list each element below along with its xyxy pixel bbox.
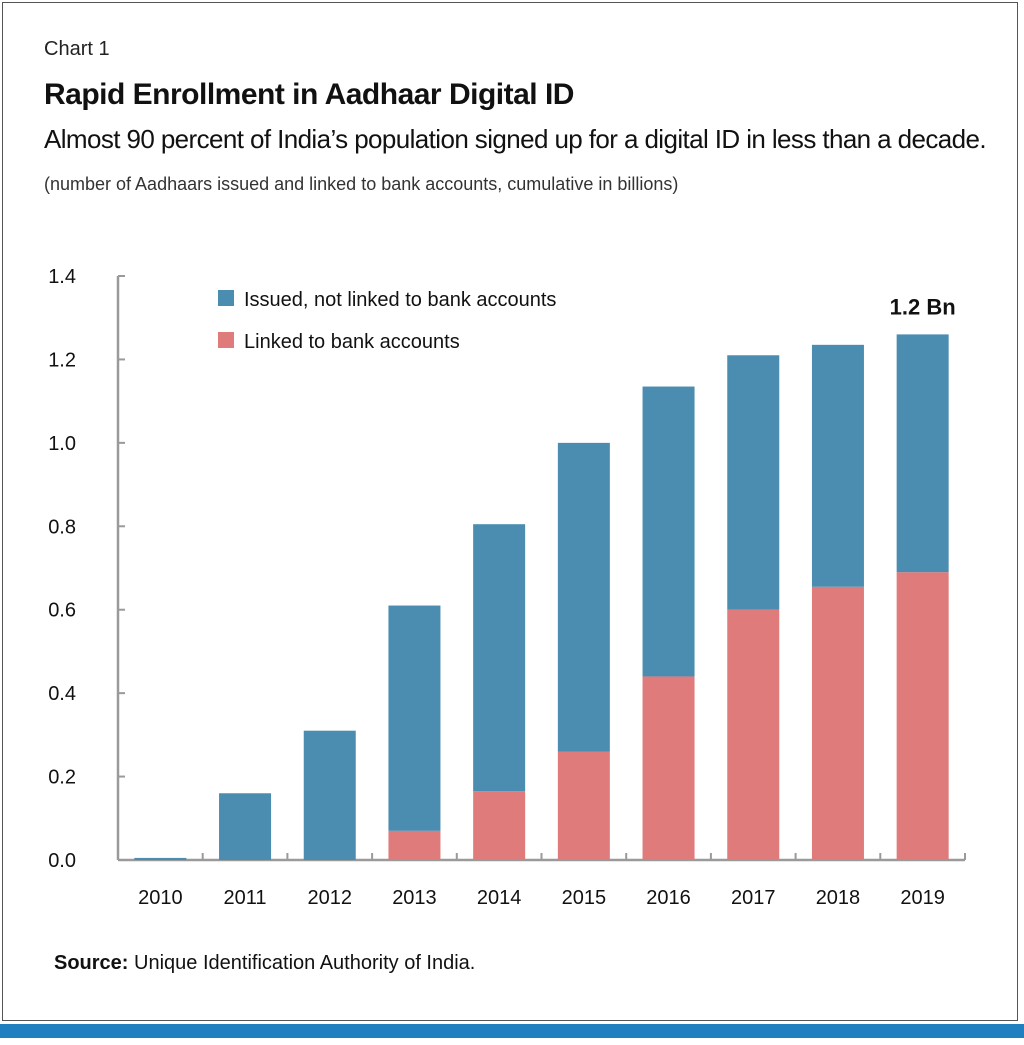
y-tick-label: 0.8 [48,516,76,538]
bar-issued-not-linked [388,605,441,831]
chart-number-label: Chart 1 [44,38,110,60]
x-tick-label: 2011 [224,887,267,909]
x-tick-label: 2016 [646,887,691,909]
legend-label-issued: Issued, not linked to bank accounts [244,289,556,311]
bar-linked [557,751,610,860]
x-tick-label: 2014 [477,887,522,909]
bar-issued-not-linked [727,355,780,610]
legend-label-linked: Linked to bank accounts [244,331,460,353]
bar-issued-not-linked [473,524,526,792]
source-note: Source: Unique Identification Authority … [54,952,475,975]
bar-linked [896,572,949,860]
source-text: Unique Identification Authority of India… [134,952,476,974]
y-tick-label: 0.6 [48,600,76,622]
chart-units-note: (number of Aadhaars issued and linked to… [44,174,679,194]
chart-subtitle: Almost 90 percent of India’s population … [44,124,987,154]
x-tick-label: 2012 [308,887,353,909]
bar-linked [473,791,526,860]
y-tick-label: 0.2 [48,767,76,789]
bar-issued-not-linked [896,334,949,573]
x-tick-label: 2010 [138,887,183,909]
bar-issued-not-linked [811,344,864,587]
y-tick-label: 0.4 [48,683,76,705]
x-tick-label: 2013 [392,887,437,909]
chart-title: Rapid Enrollment in Aadhaar Digital ID [44,78,574,111]
bar-issued-not-linked [303,730,356,860]
legend-swatch-linked [218,332,234,348]
bottom-accent-bar [0,1024,1024,1038]
bar-linked [811,586,864,860]
bar-linked [388,830,441,860]
x-tick-label: 2018 [816,887,861,909]
x-tick-label: 2019 [900,887,945,909]
bar-linked [642,676,695,860]
y-tick-label: 0.0 [48,850,76,872]
source-label: Source: [54,952,129,974]
bar-issued-not-linked [642,386,695,677]
bar-issued-not-linked [134,857,187,860]
y-tick-label: 1.2 [48,349,76,371]
bar-issued-not-linked [557,442,610,752]
stacked-bar-chart: 0.0 0.2 0.4 0.6 0.8 1.0 1.2 1.4 2010 2011 2012 2013… [48,266,966,909]
bar-issued-not-linked [219,793,272,860]
bar-linked [727,609,780,860]
y-tick-label: 1.0 [48,433,76,455]
legend-swatch-issued [218,290,234,306]
x-tick-label: 2015 [562,887,607,909]
x-tick-label: 2017 [731,887,776,909]
total-annotation: 1.2 Bn [890,294,956,319]
y-tick-label: 1.4 [48,266,76,288]
